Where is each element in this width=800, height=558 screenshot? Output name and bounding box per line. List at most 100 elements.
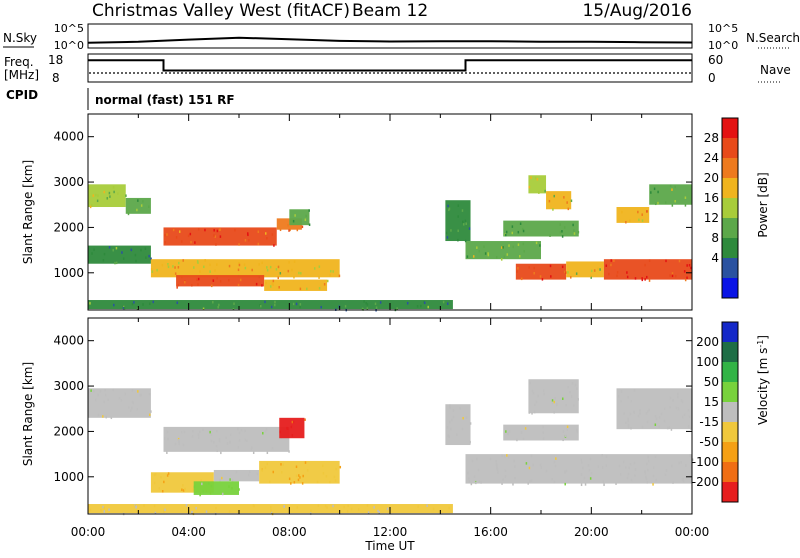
power-speckle: [476, 246, 478, 249]
power-speckle: [117, 192, 119, 195]
power-speckle: [190, 240, 192, 244]
velocity-speckle: [197, 433, 200, 436]
power-speckle: [536, 178, 539, 181]
velocity-speckle: [646, 420, 649, 424]
power-speckle: [508, 244, 510, 247]
velocity-speckle: [605, 464, 607, 467]
power-speckle: [275, 268, 278, 271]
nsky-label: N.Sky: [3, 31, 37, 45]
power-speckle: [683, 270, 686, 273]
velocity-speckle: [136, 407, 138, 411]
time-tick-label: 00:00: [675, 525, 710, 539]
velocity-speckle: [622, 460, 625, 464]
power-speckle: [204, 259, 206, 262]
power-speckle: [214, 269, 216, 272]
power-speckle: [172, 228, 175, 232]
power-speckle: [563, 226, 566, 229]
power-speckle: [136, 208, 138, 212]
velocity-speckle: [150, 410, 152, 413]
power-speckle: [363, 300, 365, 303]
velocity-colorbar-tick: 15: [704, 395, 719, 409]
velocity-speckle: [553, 480, 556, 484]
velocity-speckle: [131, 406, 133, 410]
power-speckle: [671, 272, 674, 275]
velocity-speckle: [564, 482, 566, 486]
velocity-speckle: [304, 461, 307, 464]
velocity-speckle: [103, 400, 105, 404]
velocity-speckle: [452, 409, 455, 412]
velocity-speckle: [654, 455, 657, 458]
velocity-speckle: [181, 488, 183, 491]
power-speckle: [209, 270, 211, 273]
velocity-speckle: [302, 474, 304, 478]
power-speckle: [148, 205, 150, 208]
power-speckle: [533, 272, 535, 275]
velocity-speckle: [505, 430, 507, 433]
power-speckle: [570, 276, 572, 279]
power-speckle: [559, 223, 561, 226]
velocity-speckle: [589, 457, 592, 461]
power-speckle: [136, 307, 139, 310]
velocity-speckle: [131, 389, 134, 392]
velocity-speckle: [182, 443, 185, 447]
velocity-speckle: [166, 451, 168, 454]
power-speckle: [549, 264, 552, 268]
power-speckle: [538, 191, 540, 194]
velocity-colorbar-cell: [722, 362, 738, 383]
velocity-speckle: [283, 505, 286, 508]
velocity-region-fill: [259, 460, 340, 484]
velocity-ytick-label: 4000: [53, 334, 84, 348]
velocity-speckle: [325, 474, 328, 478]
velocity-speckle: [329, 480, 331, 484]
velocity-speckle: [471, 459, 474, 463]
power-speckle: [238, 262, 240, 265]
velocity-colorbar-tick: -50: [699, 435, 719, 449]
power-speckle: [669, 184, 672, 188]
power-speckle: [248, 239, 250, 242]
velocity-speckle: [432, 507, 435, 511]
velocity-speckle: [248, 473, 250, 477]
velocity-speckle: [202, 489, 205, 493]
power-speckle: [194, 241, 196, 244]
velocity-speckle: [520, 431, 523, 434]
power-speckle: [304, 218, 307, 222]
power-speckle: [641, 277, 643, 280]
power-speckle: [541, 278, 544, 281]
power-speckle: [550, 275, 552, 278]
velocity-speckle: [326, 506, 328, 509]
velocity-speckle: [580, 473, 583, 476]
power-speckle: [213, 229, 215, 232]
power-region-fill: [88, 300, 453, 310]
power-speckle: [266, 268, 269, 272]
velocity-speckle: [225, 436, 227, 440]
velocity-speckle: [218, 439, 221, 443]
velocity-speckle: [89, 508, 92, 512]
power-speckle: [244, 266, 247, 270]
power-speckle: [122, 257, 125, 260]
velocity-speckle: [291, 420, 294, 424]
velocity-speckle: [237, 427, 239, 431]
velocity-speckle: [469, 422, 472, 425]
power-speckle: [446, 236, 449, 239]
velocity-speckle: [514, 465, 516, 468]
velocity-speckle: [507, 456, 510, 459]
power-speckle: [113, 303, 115, 307]
power-speckle: [500, 246, 503, 249]
velocity-speckle: [639, 409, 641, 412]
power-speckle: [457, 238, 459, 242]
velocity-region: [163, 426, 290, 455]
power-speckle: [182, 259, 184, 262]
power-speckle: [272, 279, 275, 283]
velocity-speckle: [304, 418, 306, 421]
velocity-speckle: [367, 511, 370, 514]
power-speckle: [506, 253, 509, 256]
power-region: [445, 200, 471, 243]
power-speckle: [610, 259, 612, 262]
velocity-speckle: [654, 423, 657, 426]
velocity-speckle: [522, 437, 525, 441]
power-speckle: [193, 266, 195, 269]
velocity-speckle: [618, 395, 620, 398]
velocity-speckle: [199, 430, 201, 434]
freq-panel: Freq. [MHz] 18 8 60 0 Nave: [4, 53, 791, 85]
velocity-speckle: [597, 465, 599, 468]
